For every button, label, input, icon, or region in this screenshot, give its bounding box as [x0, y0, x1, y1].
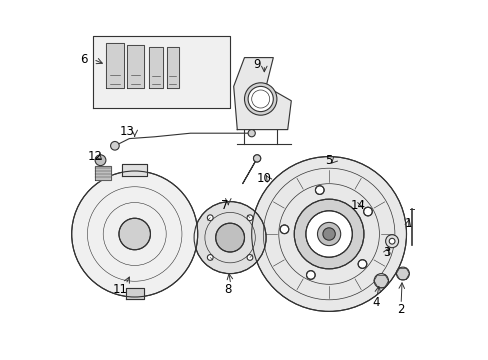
- Circle shape: [251, 157, 406, 311]
- Circle shape: [246, 255, 252, 260]
- Circle shape: [294, 199, 363, 269]
- Polygon shape: [149, 47, 163, 88]
- Text: 11: 11: [113, 283, 127, 296]
- Circle shape: [110, 141, 119, 150]
- Circle shape: [246, 215, 252, 221]
- Circle shape: [253, 155, 260, 162]
- Circle shape: [247, 130, 255, 137]
- Circle shape: [247, 86, 273, 112]
- Text: 14: 14: [350, 199, 365, 212]
- Circle shape: [363, 207, 371, 216]
- Circle shape: [385, 235, 398, 248]
- Circle shape: [280, 225, 288, 234]
- Circle shape: [194, 202, 265, 274]
- Circle shape: [357, 260, 366, 268]
- Text: 4: 4: [371, 296, 379, 309]
- Circle shape: [388, 238, 394, 244]
- Circle shape: [244, 83, 276, 115]
- Circle shape: [119, 218, 150, 250]
- Circle shape: [207, 215, 213, 221]
- Text: 9: 9: [253, 58, 260, 71]
- Text: 3: 3: [382, 246, 389, 258]
- Circle shape: [305, 211, 351, 257]
- Text: 13: 13: [120, 125, 135, 138]
- Polygon shape: [127, 45, 143, 88]
- Text: 12: 12: [87, 150, 102, 163]
- Text: 1: 1: [404, 217, 411, 230]
- Polygon shape: [125, 288, 143, 299]
- Circle shape: [373, 274, 387, 288]
- Circle shape: [95, 155, 106, 166]
- Polygon shape: [106, 43, 123, 88]
- Polygon shape: [233, 58, 291, 130]
- Circle shape: [253, 155, 260, 162]
- Text: 10: 10: [256, 172, 271, 185]
- Circle shape: [396, 267, 408, 280]
- Circle shape: [207, 255, 213, 260]
- Polygon shape: [167, 47, 178, 88]
- Polygon shape: [122, 164, 147, 176]
- Circle shape: [317, 222, 340, 246]
- Polygon shape: [93, 36, 230, 108]
- Circle shape: [215, 223, 244, 252]
- Text: 2: 2: [397, 303, 404, 316]
- Circle shape: [315, 186, 324, 194]
- Text: 7: 7: [221, 199, 228, 212]
- Polygon shape: [95, 166, 111, 180]
- Circle shape: [72, 171, 197, 297]
- Text: 8: 8: [224, 283, 231, 296]
- Text: 6: 6: [81, 53, 88, 66]
- Circle shape: [306, 271, 315, 279]
- Circle shape: [322, 228, 335, 240]
- Text: 5: 5: [325, 154, 332, 167]
